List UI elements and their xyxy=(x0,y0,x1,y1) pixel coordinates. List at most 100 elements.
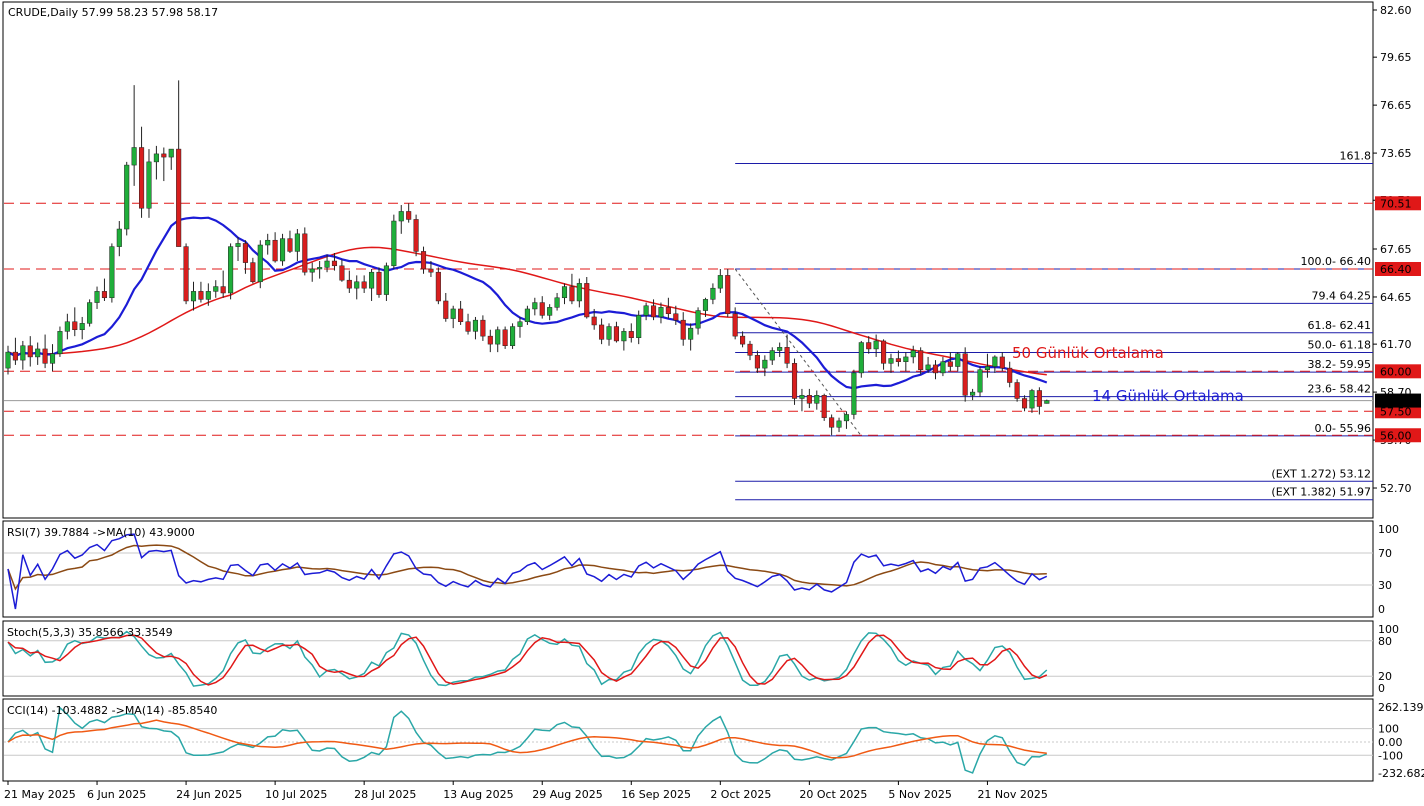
candle-body xyxy=(999,356,1005,369)
fib-label: (EXT 1.272) 53.12 xyxy=(1271,467,1371,480)
candle-body xyxy=(688,327,694,340)
fib-label: 23.6- 58.42 xyxy=(1308,383,1371,396)
candle-body xyxy=(650,305,657,318)
candle-body xyxy=(228,246,234,294)
candle-body xyxy=(599,324,605,340)
pane-frame-st xyxy=(2,620,1374,697)
candle-body xyxy=(799,395,805,399)
candle-body xyxy=(636,315,642,338)
rsi-line xyxy=(7,533,1048,610)
candle-body xyxy=(109,246,115,299)
candle-body xyxy=(331,260,338,267)
candle-body xyxy=(784,347,790,364)
ma50-line xyxy=(7,246,1047,376)
candle-body xyxy=(740,335,746,345)
pane-frame-rsi xyxy=(2,520,1374,618)
current-price-label: 58.17 xyxy=(1380,395,1412,408)
rsi-tick-label: 30 xyxy=(1378,579,1392,592)
candle-body xyxy=(1029,390,1035,409)
candle-body xyxy=(524,308,530,323)
price-tick-label: 64.65 xyxy=(1380,291,1412,304)
candle-body xyxy=(962,353,968,396)
candle-body xyxy=(101,291,108,299)
candle-body xyxy=(695,310,701,329)
cci-tick-label: 0.00 xyxy=(1378,736,1403,749)
candle-body xyxy=(27,345,33,358)
rsi-tick-label: 100 xyxy=(1378,523,1399,536)
date-tick-label: 24 Jun 2025 xyxy=(176,788,242,801)
candle-body xyxy=(903,356,909,362)
price-tick-label: 73.65 xyxy=(1380,147,1412,160)
candle-body xyxy=(517,321,523,327)
candle-body xyxy=(265,239,271,246)
candle-body xyxy=(376,271,382,295)
fib-label: 79.4 64.25 xyxy=(1312,289,1371,302)
candle-body xyxy=(87,302,93,324)
candle-body xyxy=(532,302,538,310)
candle-body xyxy=(702,299,709,311)
stoch-main-line xyxy=(7,630,1048,687)
candle-body xyxy=(35,348,41,358)
stoch-tick-label: 20 xyxy=(1378,670,1392,683)
candle-body xyxy=(279,238,286,262)
candle-body xyxy=(977,369,983,393)
candle-body xyxy=(168,148,174,158)
fib-swing-line xyxy=(734,268,862,437)
fib-label: 0.0- 55.96 xyxy=(1315,422,1371,435)
candle-body xyxy=(717,275,723,289)
fib-label: 161.8 xyxy=(1340,149,1372,162)
candle-body xyxy=(49,353,56,364)
rsi-tick-label: 70 xyxy=(1378,547,1392,560)
candle-body xyxy=(361,281,367,289)
level-price-label: 57.50 xyxy=(1380,405,1412,418)
candle-body xyxy=(747,343,753,356)
ma50-annotation: 50 Günlük Ortalama xyxy=(1012,344,1164,362)
candle-body xyxy=(495,329,501,345)
cci-tick-label: 262.139 xyxy=(1378,701,1424,714)
candle-body xyxy=(984,366,990,370)
candle-body xyxy=(754,355,760,369)
candle-body xyxy=(250,262,256,283)
candle-body xyxy=(406,211,412,220)
price-tick-label: 82.60 xyxy=(1380,4,1412,17)
candle-body xyxy=(940,361,946,374)
stoch-title: Stoch(5,3,3) 35.8566 33.3549 xyxy=(7,626,173,639)
candle-body xyxy=(673,313,679,321)
candle-body xyxy=(124,164,130,230)
candle-body xyxy=(242,243,248,263)
candle-body xyxy=(925,364,931,370)
stoch-signal-line xyxy=(7,634,1048,686)
candle-body xyxy=(791,363,798,399)
rsi-tick-label: 0 xyxy=(1378,603,1385,616)
date-tick-label: 5 Nov 2025 xyxy=(888,788,951,801)
candle-body xyxy=(346,279,352,289)
candle-body xyxy=(710,287,716,300)
rsi-title: RSI(7) 39.7884 ->MA(10) 43.9000 xyxy=(7,526,195,539)
candle-body xyxy=(561,286,568,299)
candle-body xyxy=(480,319,486,337)
candle-body xyxy=(398,211,404,222)
candle-body xyxy=(287,238,293,252)
candle-body xyxy=(1044,400,1050,404)
candle-body xyxy=(369,271,375,289)
candle-body xyxy=(1036,390,1042,407)
candle-body xyxy=(153,153,159,163)
candle-body xyxy=(621,331,627,342)
candle-body xyxy=(42,348,48,364)
level-price-tag xyxy=(1375,364,1421,379)
cci-tick-label: 100 xyxy=(1378,723,1399,736)
candle-body xyxy=(762,359,768,369)
candle-body xyxy=(851,372,857,415)
stoch-tick-label: 0 xyxy=(1378,682,1385,695)
pane-frame-main xyxy=(2,1,1374,519)
candle-body xyxy=(895,358,901,362)
stoch-tick-label: 80 xyxy=(1378,635,1392,648)
candle-body xyxy=(665,307,671,315)
candle-body xyxy=(777,347,783,351)
cci-tick-label: -100 xyxy=(1378,749,1403,762)
candle-body xyxy=(72,321,78,330)
cci-ma-line xyxy=(7,719,1047,759)
date-tick-label: 21 May 2025 xyxy=(4,788,76,801)
candle-body xyxy=(12,351,18,361)
